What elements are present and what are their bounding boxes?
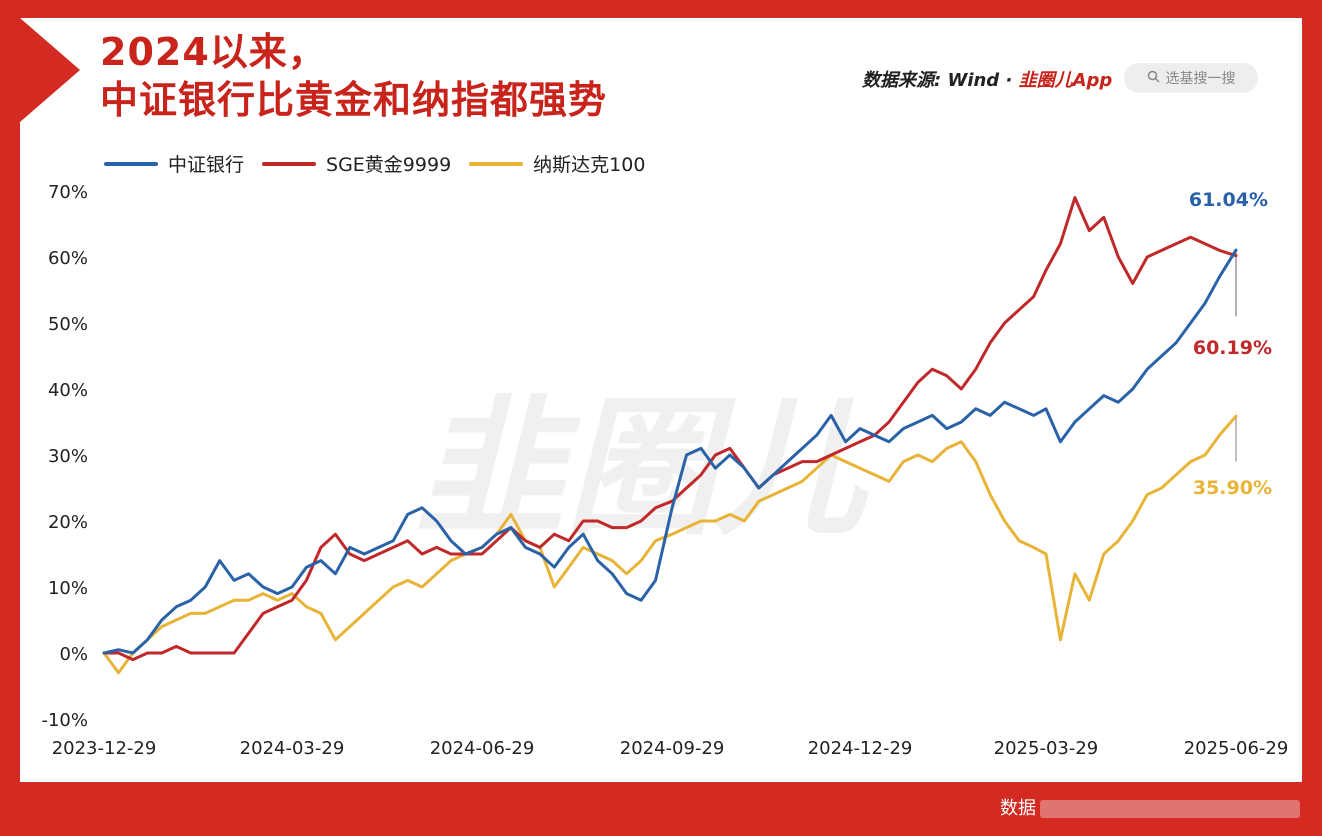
search-icon [1147,70,1160,87]
y-tick-label: 70% [48,182,88,203]
x-tick-label: 2024-09-29 [620,738,725,759]
search-placeholder: 选基搜一搜 [1165,71,1236,87]
legend-label: 中证银行 [168,154,245,176]
data-source: 数据来源: Wind · 韭圈儿App [862,66,1112,92]
end-label-nasdaq: 35.90% [1193,477,1272,499]
x-tick-label: 2024-06-29 [430,738,535,759]
search-pill[interactable]: 选基搜一搜 [1124,63,1258,93]
y-tick-label: 50% [48,314,88,335]
legend-label: SGE黄金9999 [326,154,452,176]
x-tick-label: 2025-03-29 [994,738,1099,759]
x-tick-label: 2023-12-29 [52,738,157,759]
corner-notch [20,18,80,122]
footer-text: 数据 [1000,794,1300,820]
x-tick-label: 2024-12-29 [808,738,913,759]
chart-legend: 中证银行 SGE黄金9999 纳斯达克100 [104,150,645,177]
page-title: 2024以来， 中证银行比黄金和纳指都强势 [100,28,607,124]
y-tick-label: 40% [48,380,88,401]
end-label-gold: 60.19% [1193,337,1272,359]
chart-frame [20,18,1302,782]
series-line-gold [102,196,1238,662]
series-line-bank [102,248,1238,655]
y-tick-label: 10% [48,578,88,599]
title-line-1: 2024以来， [100,30,327,74]
legend-swatch [262,161,317,166]
legend-item-nasdaq: 纳斯达克100 [469,150,645,177]
legend-swatch [104,161,158,166]
y-tick-label: 30% [48,446,88,467]
footer-label: 数据 [1000,798,1036,819]
footer-blur [1040,800,1300,818]
end-label-bank: 61.04% [1189,189,1268,211]
source-prefix: 数据来源: Wind · [862,70,1013,91]
y-tick-label: 0% [59,644,88,665]
watermark-text: 韭圈儿 [415,382,870,556]
legend-item-gold: SGE黄金9999 [262,150,451,177]
series-line-nasdaq [102,414,1238,675]
y-tick-label: 60% [48,248,88,269]
legend-item-bank: 中证银行 [104,150,244,177]
legend-swatch [469,161,524,166]
legend-label: 纳斯达克100 [533,154,646,176]
y-tick-label: -10% [41,710,88,731]
title-line-2: 中证银行比黄金和纳指都强势 [100,78,608,122]
x-tick-label: 2024-03-29 [240,738,345,759]
x-tick-label: 2025-06-29 [1184,738,1289,759]
y-tick-label: 20% [48,512,88,533]
source-brand: 韭圈儿App [1018,70,1113,91]
